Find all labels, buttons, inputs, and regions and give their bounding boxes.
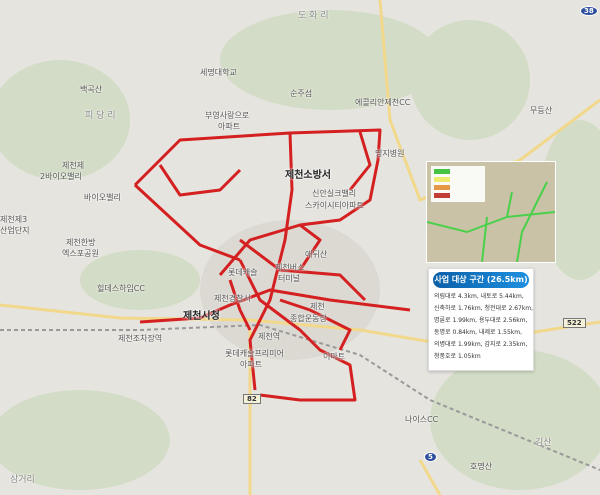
map-label: 스카이시티아파트 <box>305 201 364 210</box>
map-label: 제천소방서 <box>285 170 331 181</box>
info-line: 동명로 0.84km, 내제로 1.55km, <box>434 329 523 336</box>
map-label: 신안실크밸리 <box>312 189 357 198</box>
legend-swatch-green <box>434 169 450 174</box>
map-label: 애뒤산 <box>305 250 328 259</box>
map-label: 호명산 <box>470 462 493 471</box>
map-label: 제천 <box>310 302 325 311</box>
map-label-city-hall: 제천시청 <box>183 311 220 322</box>
map-label: 명지병원 <box>375 149 405 158</box>
legend-swatch-orange <box>434 185 450 190</box>
info-line: 청풍호로 1.05km <box>434 353 481 360</box>
map-label: 에콜리안제천CC <box>355 98 411 107</box>
traffic-inset-map <box>426 161 556 263</box>
map-label: 도 화 리 <box>298 11 329 21</box>
map-label: 삼거리 <box>10 475 35 485</box>
info-line: 신축하로 1.76km, 청전대로 2.67km, <box>434 305 534 312</box>
map-label: 엑스포공원 <box>62 249 99 258</box>
map-label: 제천제3 <box>0 215 28 224</box>
map-label: 2바이오밸리 <box>40 172 82 181</box>
map-label: 부영사랑으로 <box>205 111 250 120</box>
map-label: 롯데캐슬 <box>228 268 258 277</box>
map-label: 제천역 <box>258 332 281 341</box>
map-label: 무등산 <box>530 106 553 115</box>
inset-routes <box>427 181 555 262</box>
project-routes <box>133 128 411 402</box>
info-line: 의림대로 4.3km, 내토로 5.44km, <box>434 293 524 300</box>
map-label: 순주섬 <box>290 89 313 98</box>
map-label: 산업단지 <box>0 226 30 235</box>
map-label: 김산 <box>535 438 552 448</box>
map-label: 제천제 <box>62 161 85 170</box>
route-522-badge: 522 <box>563 318 586 328</box>
inset-legend <box>431 166 485 202</box>
map-label: 세명대학교 <box>200 68 237 77</box>
map-label: 제천한방 <box>66 238 96 247</box>
info-title: 사업 대상 구간 (26.5km) <box>433 272 529 288</box>
railway <box>0 323 600 471</box>
map-label: 제천조차장역 <box>118 334 163 343</box>
legend-swatch-yellow <box>434 177 450 182</box>
route-38-badge: 38 <box>580 6 598 16</box>
legend-swatch-red <box>434 193 450 198</box>
map-label: 제천버스 <box>275 263 305 272</box>
project-info-box: 사업 대상 구간 (26.5km) 의림대로 4.3km, 내토로 5.44km… <box>428 268 534 371</box>
map-label: 아파트 <box>240 360 263 369</box>
map-label: 바이오밸리 <box>84 193 121 202</box>
route-5-badge: 5 <box>424 452 437 462</box>
map-label: 터미널 <box>278 274 301 283</box>
map-label: 백곡산 <box>80 85 103 94</box>
map-label: 아파트 <box>218 122 241 131</box>
route-82-badge: 82 <box>243 394 261 404</box>
map-label: 롯데캐슬프리미어 <box>225 349 284 358</box>
map-label: 종합운동장 <box>290 314 327 323</box>
map-label: 힐데스하임CC <box>97 284 145 293</box>
map-label: 제천경찰서 <box>214 294 251 303</box>
info-line: 명륜로 1.99km, 용두대로 2.56km, <box>434 317 528 324</box>
info-line: 의병대로 1.99km, 감지로 2.35km, <box>434 341 528 348</box>
map-label: 나이스CC <box>405 415 439 424</box>
map-label: 이마트 <box>323 352 346 361</box>
map-label: 피 당 리 <box>85 111 116 121</box>
